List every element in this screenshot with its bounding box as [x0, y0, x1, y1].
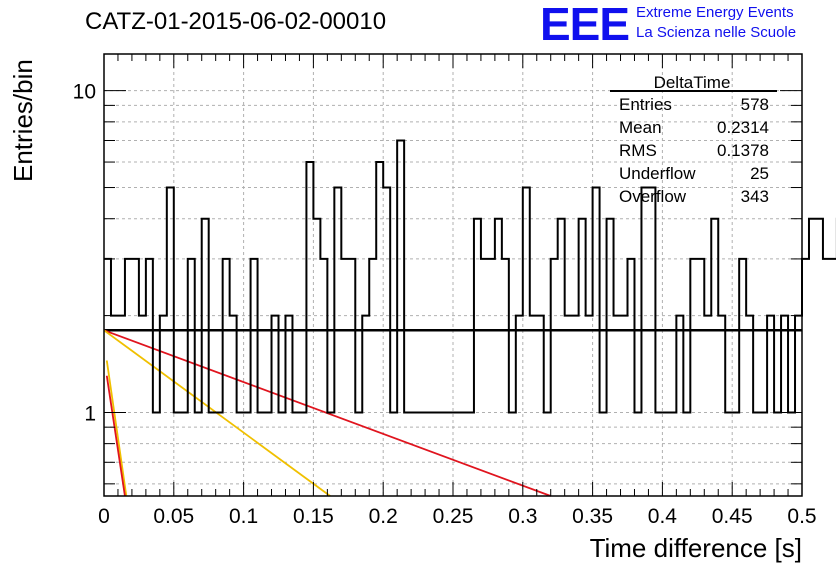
x-tick-label: 0.2: [369, 505, 398, 528]
stats-value: 0.2314: [717, 118, 769, 137]
y-axis-ticks: 1 10: [73, 81, 802, 485]
x-tick-label: 0.35: [572, 505, 613, 528]
x-axis-ticks: 0 0.05 0.1 0.15 0.2 0.25 0.3 0.35 0.4 0.45 0.5: [98, 54, 817, 528]
stats-value: 578: [741, 95, 769, 114]
eee-logo: EEE: [540, 0, 630, 50]
stats-box: DeltaTime Entries 578 Mean 0.2314 RMS 0.1378 U…: [610, 73, 777, 206]
y-tick-label: 1: [84, 402, 96, 425]
stats-value: 0.1378: [717, 141, 769, 160]
x-tick-label: 0.1: [229, 505, 258, 528]
stats-value: 343: [741, 187, 769, 206]
stats-label: RMS: [619, 141, 657, 160]
stats-label: Mean: [619, 118, 662, 137]
histogram-step-line: [104, 139, 836, 414]
y-axis-label: Entries/bin: [8, 59, 38, 182]
stats-title: DeltaTime: [654, 73, 731, 92]
fit-line-3: [105, 360, 128, 497]
x-tick-label: 0.05: [153, 505, 194, 528]
x-tick-label: 0: [98, 505, 110, 528]
x-axis-label: Time difference [s]: [589, 533, 802, 563]
logo-line-2: La Scienza nelle Scuole: [636, 24, 797, 41]
y-tick-label: 10: [73, 81, 96, 104]
stats-label: Overflow: [619, 187, 687, 206]
chart-title: CATZ-01-2015-06-02-00010: [85, 8, 387, 35]
stats-label: Entries: [619, 95, 672, 114]
stats-value: 25: [750, 164, 769, 183]
x-tick-label: 0.4: [648, 505, 678, 528]
fit-line-4: [105, 375, 126, 497]
stats-label: Underflow: [619, 164, 696, 183]
grid-lines: [103, 54, 803, 496]
logo-line-1: Extreme Energy Events: [636, 4, 794, 21]
x-tick-label: 0.3: [508, 505, 537, 528]
x-tick-label: 0.25: [433, 505, 474, 528]
x-tick-label: 0.5: [787, 505, 816, 528]
x-tick-label: 0.15: [293, 505, 334, 528]
x-tick-label: 0.45: [712, 505, 753, 528]
